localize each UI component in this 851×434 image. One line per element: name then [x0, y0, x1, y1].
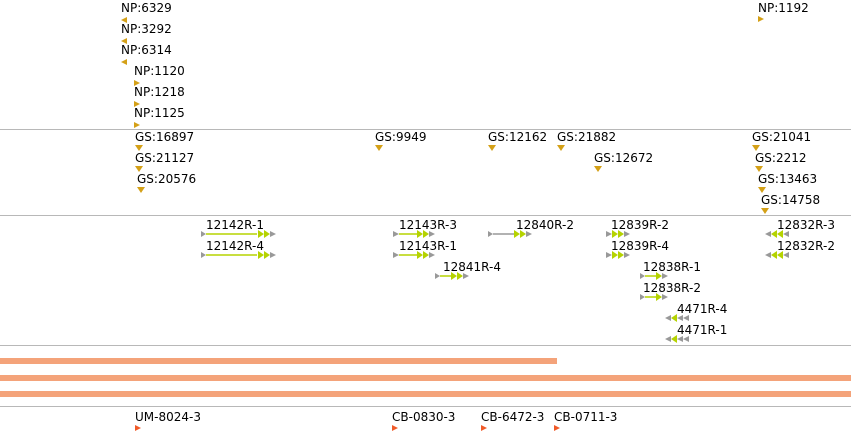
gene-model-glyph[interactable] — [393, 230, 439, 238]
gene-label[interactable]: 12142R-1 — [206, 218, 264, 232]
np-feature-label[interactable]: NP:1218 — [134, 85, 185, 99]
gene-model-glyph[interactable] — [665, 335, 695, 343]
marker-arrow-icon[interactable] — [481, 425, 487, 431]
gs-down-arrow-icon[interactable] — [488, 145, 496, 151]
marker-label[interactable]: CB-6472-3 — [481, 410, 545, 424]
gs-down-arrow-icon[interactable] — [758, 187, 766, 193]
marker-arrow-icon[interactable] — [135, 425, 141, 431]
np-right-arrow-icon[interactable] — [134, 101, 140, 107]
marker-label[interactable]: CB-0830-3 — [392, 410, 456, 424]
np-feature-label[interactable]: NP:6329 — [121, 1, 172, 15]
coverage-bar[interactable] — [0, 391, 851, 397]
gene-model-glyph[interactable] — [606, 251, 638, 259]
gs-down-arrow-icon[interactable] — [137, 187, 145, 193]
gene-label[interactable]: 4471R-4 — [677, 302, 728, 316]
gs-feature-label[interactable]: GS:13463 — [758, 172, 818, 186]
gene-label[interactable]: 12838R-1 — [643, 260, 701, 274]
gs-down-arrow-icon[interactable] — [135, 145, 143, 151]
gs-feature-label[interactable]: GS:12672 — [594, 151, 654, 165]
np-feature-label[interactable]: NP:1125 — [134, 106, 185, 120]
gene-model-glyph[interactable] — [640, 272, 676, 280]
gs-down-arrow-icon[interactable] — [761, 208, 769, 214]
np-feature-label[interactable]: NP:6314 — [121, 43, 172, 57]
gene-model-glyph[interactable] — [201, 230, 277, 238]
gs-down-arrow-icon[interactable] — [135, 166, 143, 172]
gs-feature-label[interactable]: GS:2212 — [755, 151, 807, 165]
gene-model-glyph[interactable] — [765, 251, 795, 259]
gene-label[interactable]: 12839R-4 — [611, 239, 669, 253]
gs-down-arrow-icon[interactable] — [557, 145, 565, 151]
np-right-arrow-icon[interactable] — [134, 122, 140, 128]
gs-down-arrow-icon[interactable] — [375, 145, 383, 151]
coverage-bar[interactable] — [0, 375, 851, 381]
track-separator — [0, 129, 851, 130]
marker-arrow-icon[interactable] — [392, 425, 398, 431]
gene-model-glyph[interactable] — [765, 230, 795, 238]
gene-label[interactable]: 12841R-4 — [443, 260, 501, 274]
gs-feature-label[interactable]: GS:21127 — [135, 151, 195, 165]
gene-label[interactable]: 12839R-2 — [611, 218, 669, 232]
track-separator — [0, 215, 851, 216]
gene-model-glyph[interactable] — [606, 230, 638, 238]
gs-feature-label[interactable]: GS:20576 — [137, 172, 197, 186]
np-feature-label[interactable]: NP:1192 — [758, 1, 809, 15]
marker-label[interactable]: CB-0711-3 — [554, 410, 618, 424]
track-separator — [0, 345, 851, 346]
gs-down-arrow-icon[interactable] — [752, 145, 760, 151]
np-feature-label[interactable]: NP:1120 — [134, 64, 185, 78]
gene-label[interactable]: 4471R-1 — [677, 323, 728, 337]
gene-label[interactable]: 12840R-2 — [516, 218, 574, 232]
gene-label[interactable]: 12142R-4 — [206, 239, 264, 253]
gene-label[interactable]: 12143R-1 — [399, 239, 457, 253]
gene-label[interactable]: 12832R-3 — [777, 218, 835, 232]
np-feature-label[interactable]: NP:3292 — [121, 22, 172, 36]
gene-label[interactable]: 12832R-2 — [777, 239, 835, 253]
marker-arrow-icon[interactable] — [554, 425, 560, 431]
gs-feature-label[interactable]: GS:16897 — [135, 130, 195, 144]
gene-model-glyph[interactable] — [665, 314, 695, 322]
gene-model-glyph[interactable] — [640, 293, 676, 301]
track-separator — [0, 406, 851, 407]
gs-feature-label[interactable]: GS:21041 — [752, 130, 812, 144]
gs-down-arrow-icon[interactable] — [755, 166, 763, 172]
np-left-arrow-icon[interactable] — [121, 59, 127, 65]
np-left-arrow-icon[interactable] — [121, 17, 127, 23]
np-left-arrow-icon[interactable] — [121, 38, 127, 44]
gs-feature-label[interactable]: GS:9949 — [375, 130, 427, 144]
gene-label[interactable]: 12838R-2 — [643, 281, 701, 295]
gs-feature-label[interactable]: GS:21882 — [557, 130, 617, 144]
gs-feature-label[interactable]: GS:14758 — [761, 193, 821, 207]
gs-feature-label[interactable]: GS:12162 — [488, 130, 548, 144]
gene-model-glyph[interactable] — [488, 230, 540, 238]
gene-model-glyph[interactable] — [393, 251, 439, 259]
gene-label[interactable]: 12143R-3 — [399, 218, 457, 232]
gene-model-glyph[interactable] — [435, 272, 473, 280]
gene-model-glyph[interactable] — [201, 251, 277, 259]
coverage-bar[interactable] — [0, 358, 557, 364]
np-right-arrow-icon[interactable] — [134, 80, 140, 86]
np-right-arrow-icon[interactable] — [758, 16, 764, 22]
gs-down-arrow-icon[interactable] — [594, 166, 602, 172]
marker-label[interactable]: UM-8024-3 — [135, 410, 201, 424]
